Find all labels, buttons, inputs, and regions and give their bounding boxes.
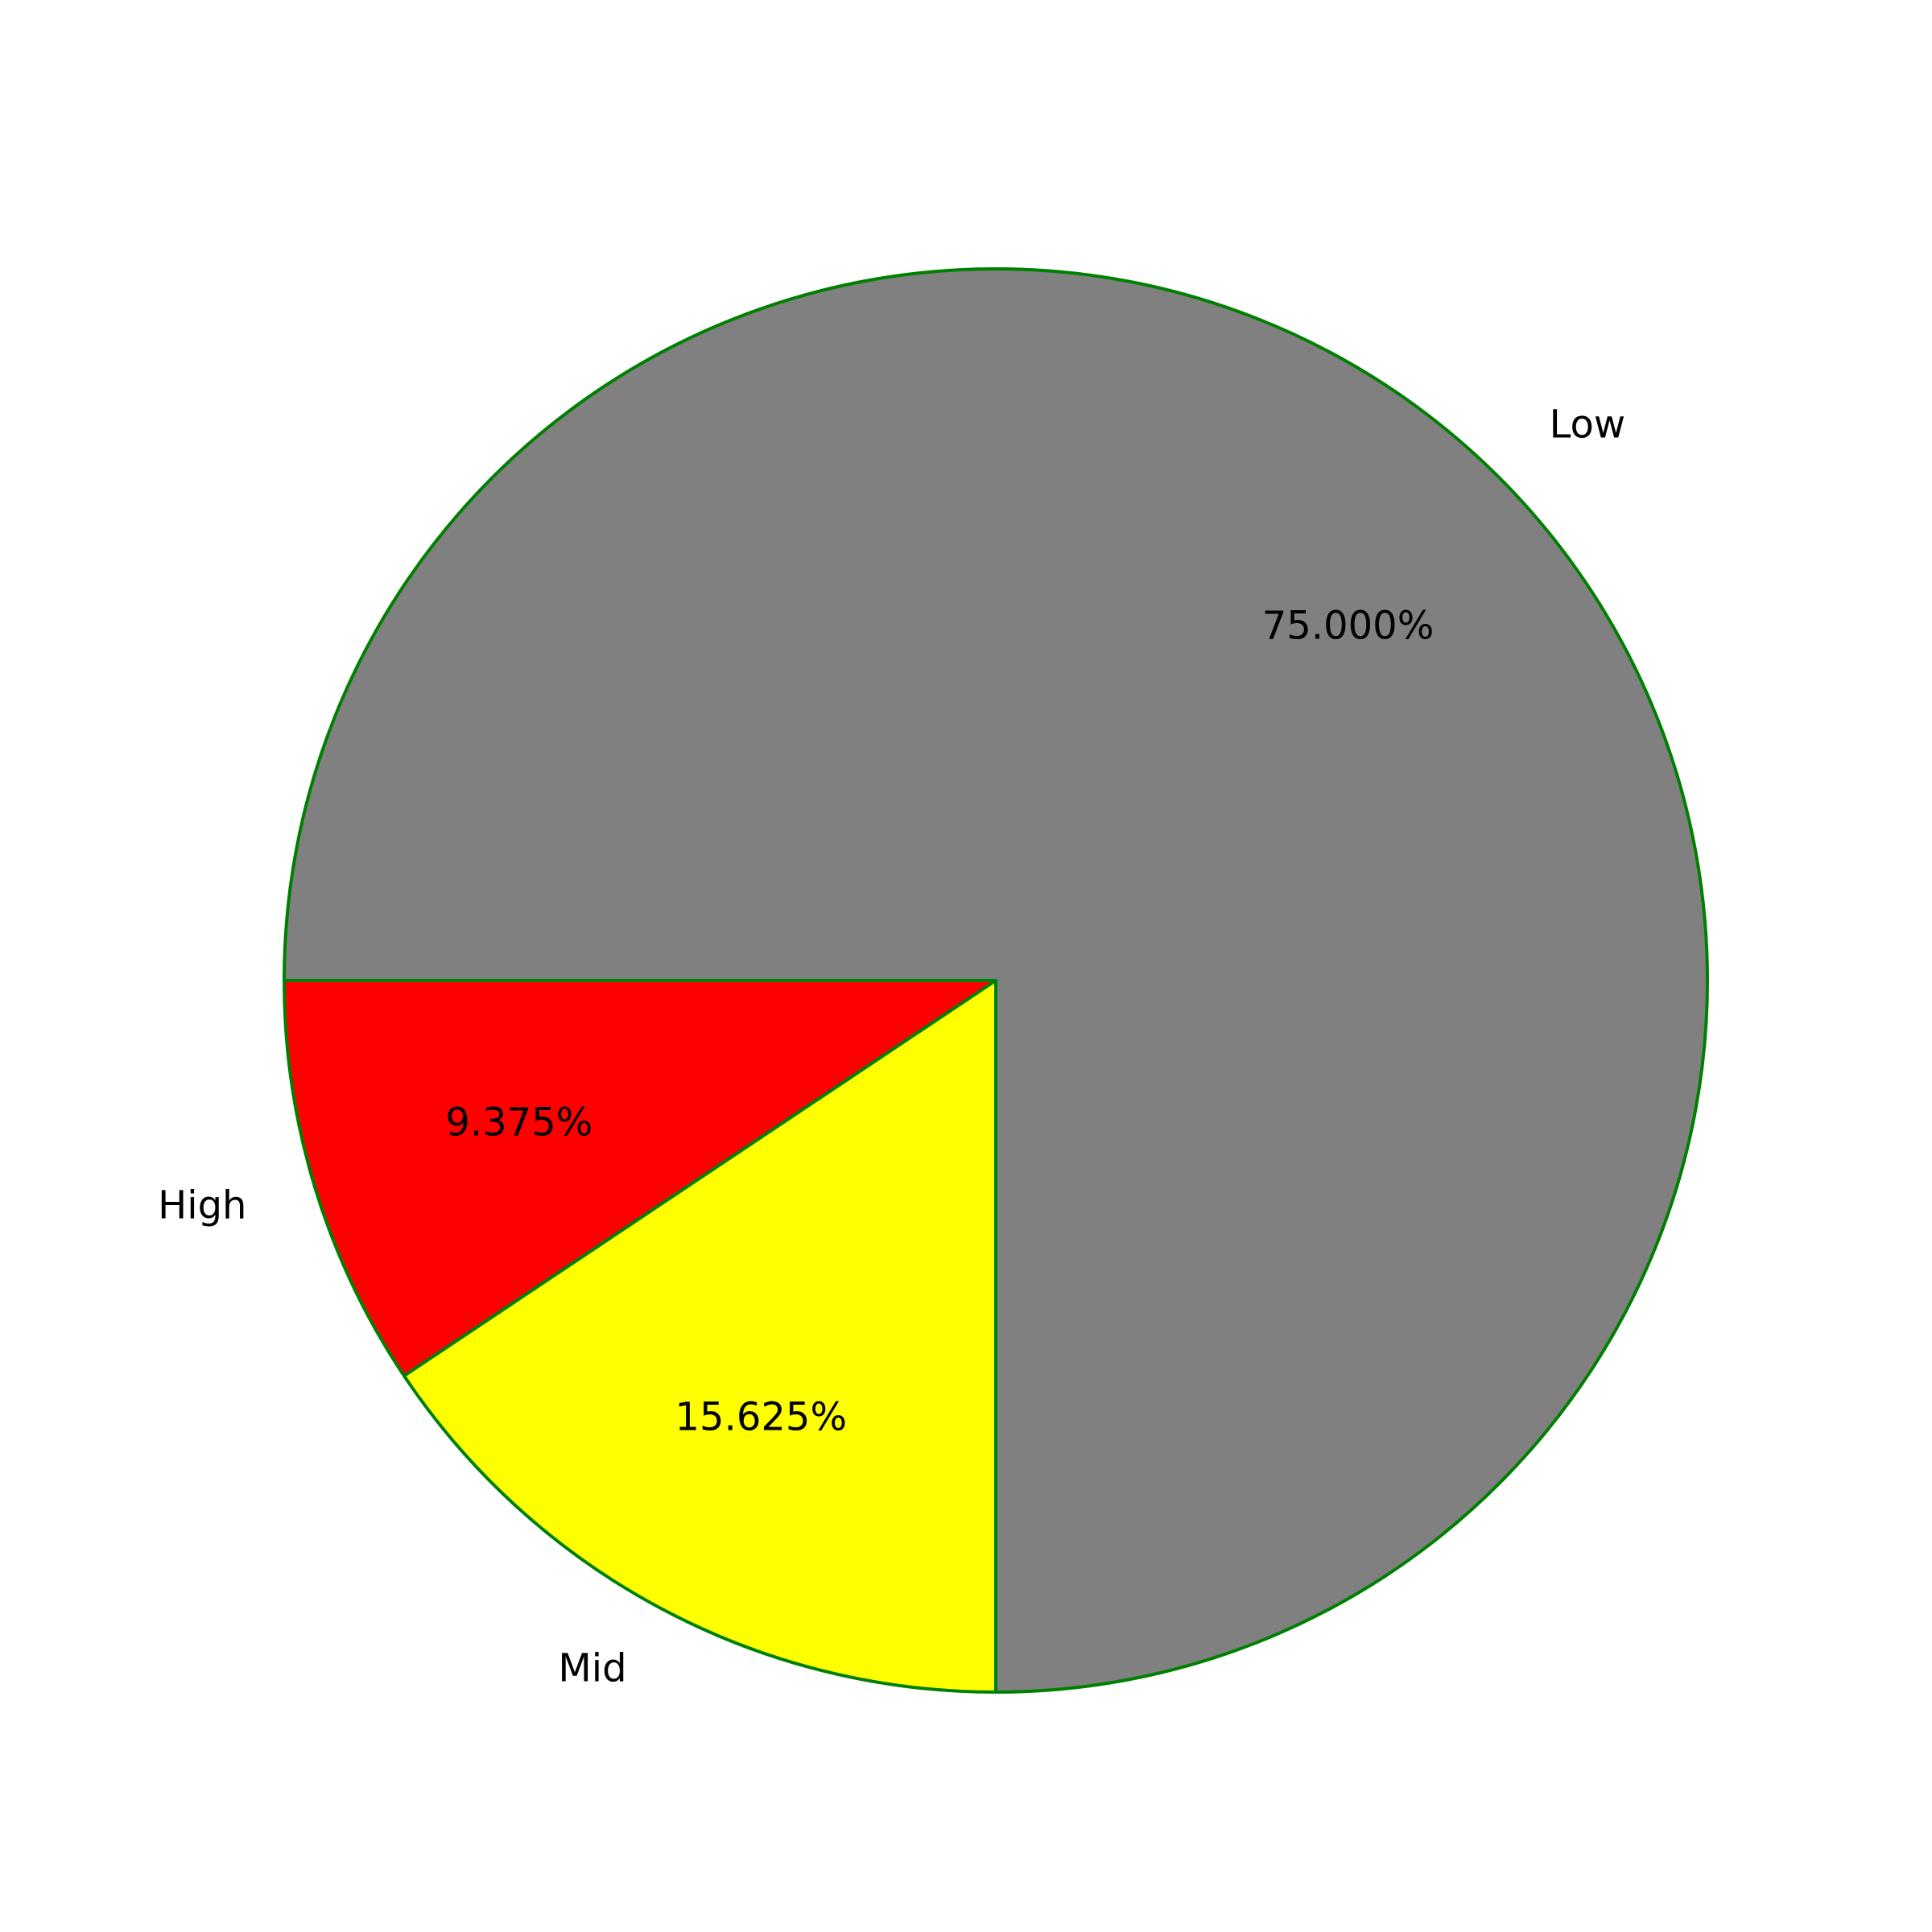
slice-percent-high: 9.375% [445, 1100, 592, 1146]
labels-layer: Low 75.000% High 9.375% Mid 15.625% [158, 402, 1625, 1690]
pie-slice-mid [402, 979, 997, 1694]
slice-label-high: High [158, 1183, 246, 1228]
slice-label-low: Low [1550, 402, 1626, 447]
slice-percent-low: 75.000% [1262, 603, 1435, 648]
slices-layer [283, 267, 1709, 1694]
slice-label-mid: Mid [558, 1646, 626, 1691]
slice-percent-mid: 15.625% [675, 1395, 848, 1440]
pie-slice-low [283, 267, 1709, 1694]
pie-slice-high [283, 979, 997, 1378]
